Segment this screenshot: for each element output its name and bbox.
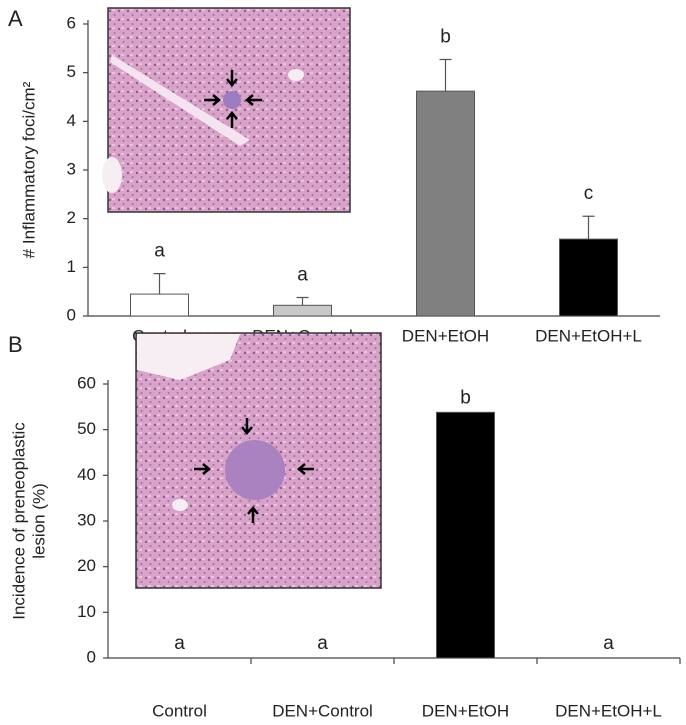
error-bar xyxy=(439,58,452,92)
inset-a xyxy=(102,7,351,213)
significance-label: c xyxy=(584,183,594,204)
significance-label: a xyxy=(603,633,614,654)
y-tick-label: 4 xyxy=(67,111,76,130)
significance-label: a xyxy=(174,633,185,654)
bar xyxy=(130,293,189,317)
significance-label: b xyxy=(440,27,451,48)
y-tick-label: 50 xyxy=(77,419,96,438)
x-tick-label: Control xyxy=(152,701,207,720)
x-tick-label: DEN+EtOH xyxy=(402,326,489,345)
y-tick-label: 10 xyxy=(77,602,96,621)
panel: BBasophilic fociIncidence of preneoplast… xyxy=(8,332,681,720)
y-tick-label: 6 xyxy=(67,13,76,32)
significance-label: b xyxy=(460,387,471,408)
y-axis-label: lesion (%) xyxy=(29,483,48,559)
y-tick-label: 30 xyxy=(77,510,96,529)
x-tick-label: DEN+EtOH+L xyxy=(555,701,662,720)
bar xyxy=(416,90,475,317)
bar xyxy=(559,238,618,317)
x-tick-label: DEN+Control xyxy=(272,701,373,720)
panel-label: A xyxy=(8,6,23,31)
error-bar xyxy=(296,296,309,306)
y-tick-label: 60 xyxy=(77,373,96,392)
error-bar xyxy=(582,215,595,240)
y-tick-label: 20 xyxy=(77,556,96,575)
bar xyxy=(436,411,495,659)
x-tick-label: DEN+EtOH+L xyxy=(535,326,642,345)
panel-label: B xyxy=(8,332,23,357)
y-tick-label: 5 xyxy=(67,62,76,81)
inset-b xyxy=(135,332,382,589)
y-tick-label: 2 xyxy=(67,208,76,227)
y-tick-label: 3 xyxy=(67,159,76,178)
y-axis-label: # Inflammatory foci/cm² xyxy=(19,81,38,258)
significance-label: a xyxy=(317,633,328,654)
y-tick-label: 0 xyxy=(67,305,76,324)
x-tick-label: DEN+EtOH xyxy=(422,701,509,720)
significance-label: a xyxy=(297,265,308,286)
y-axis-label: Incidence of preneoplastic xyxy=(9,422,28,620)
y-tick-label: 0 xyxy=(87,647,96,666)
y-tick-label: 40 xyxy=(77,465,96,484)
error-bar xyxy=(153,273,166,295)
bar xyxy=(273,304,332,317)
y-tick-label: 1 xyxy=(67,257,76,276)
significance-label: a xyxy=(154,241,165,262)
